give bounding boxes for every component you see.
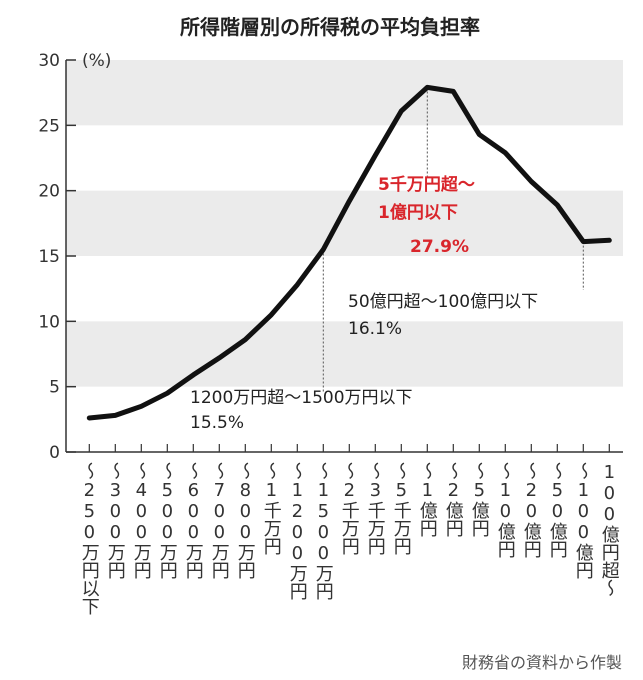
annotation-peak-label-2: 1億円以下	[378, 202, 458, 223]
series-line	[86, 84, 612, 421]
y-tick-label: 10	[38, 312, 60, 332]
x-tick-label: ～5億円	[469, 462, 490, 538]
grid-band	[66, 190, 623, 256]
y-tick-label: 5	[49, 378, 60, 398]
y-tick-label: 15	[38, 247, 60, 267]
chart-title: 所得階層別の所得税の平均負担率	[180, 15, 480, 39]
x-tick-label: ～300万円	[105, 462, 126, 580]
x-tick-label: ～50億円	[547, 462, 568, 559]
x-tick-label: ～2千万円	[339, 462, 360, 556]
annotation-peak-label-1: 5千万円超～	[378, 174, 475, 195]
x-tick-label: ～1億円	[417, 462, 438, 538]
x-tick-label: ～1千万円	[261, 462, 282, 556]
x-tick-label: ～20億円	[521, 462, 542, 559]
y-tick-label: 0	[49, 443, 60, 463]
y-axis-unit: (%)	[82, 51, 111, 71]
x-tick-label: ～400万円	[131, 462, 152, 580]
annotation-peak-value: 27.9%	[410, 237, 469, 257]
y-tick-label: 30	[38, 51, 60, 71]
x-tick-label: ～500万円	[157, 462, 178, 580]
y-tick-label: 25	[38, 116, 60, 136]
y-tick-label: 20	[38, 182, 60, 202]
annotation-100oku-label: 50億円超～100億円以下	[348, 292, 538, 312]
annotation-1500man-value: 15.5%	[190, 413, 244, 433]
x-tick-label: ～3千万円	[365, 462, 386, 556]
x-tick-label: ～1500万円	[313, 462, 334, 601]
grid-band	[66, 60, 623, 126]
x-tick-label: ～250万円以下	[79, 462, 100, 615]
x-tick-label: ～5千万円	[391, 462, 412, 556]
x-tick-label: ～600万円	[183, 462, 204, 580]
grid-band	[66, 321, 623, 387]
x-tick-label: ～1200万円	[287, 462, 308, 601]
x-tick-label: ～700万円	[209, 462, 230, 580]
x-tick-label: ～100億円	[573, 462, 594, 580]
annotation-1500man-label: 1200万円超～1500万円以下	[190, 388, 413, 408]
x-tick-label: 100億円超～	[599, 462, 620, 597]
annotation-100oku-value: 16.1%	[348, 319, 402, 339]
source-note: 財務省の資料から作製	[462, 653, 622, 672]
x-tick-label: ～10億円	[495, 462, 516, 559]
x-tick-label: ～2億円	[443, 462, 464, 538]
x-tick-label: ～800万円	[235, 462, 256, 580]
